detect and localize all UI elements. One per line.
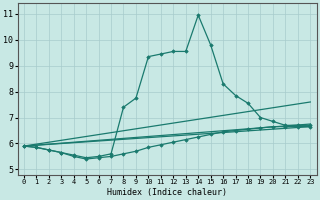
X-axis label: Humidex (Indice chaleur): Humidex (Indice chaleur)	[107, 188, 227, 197]
